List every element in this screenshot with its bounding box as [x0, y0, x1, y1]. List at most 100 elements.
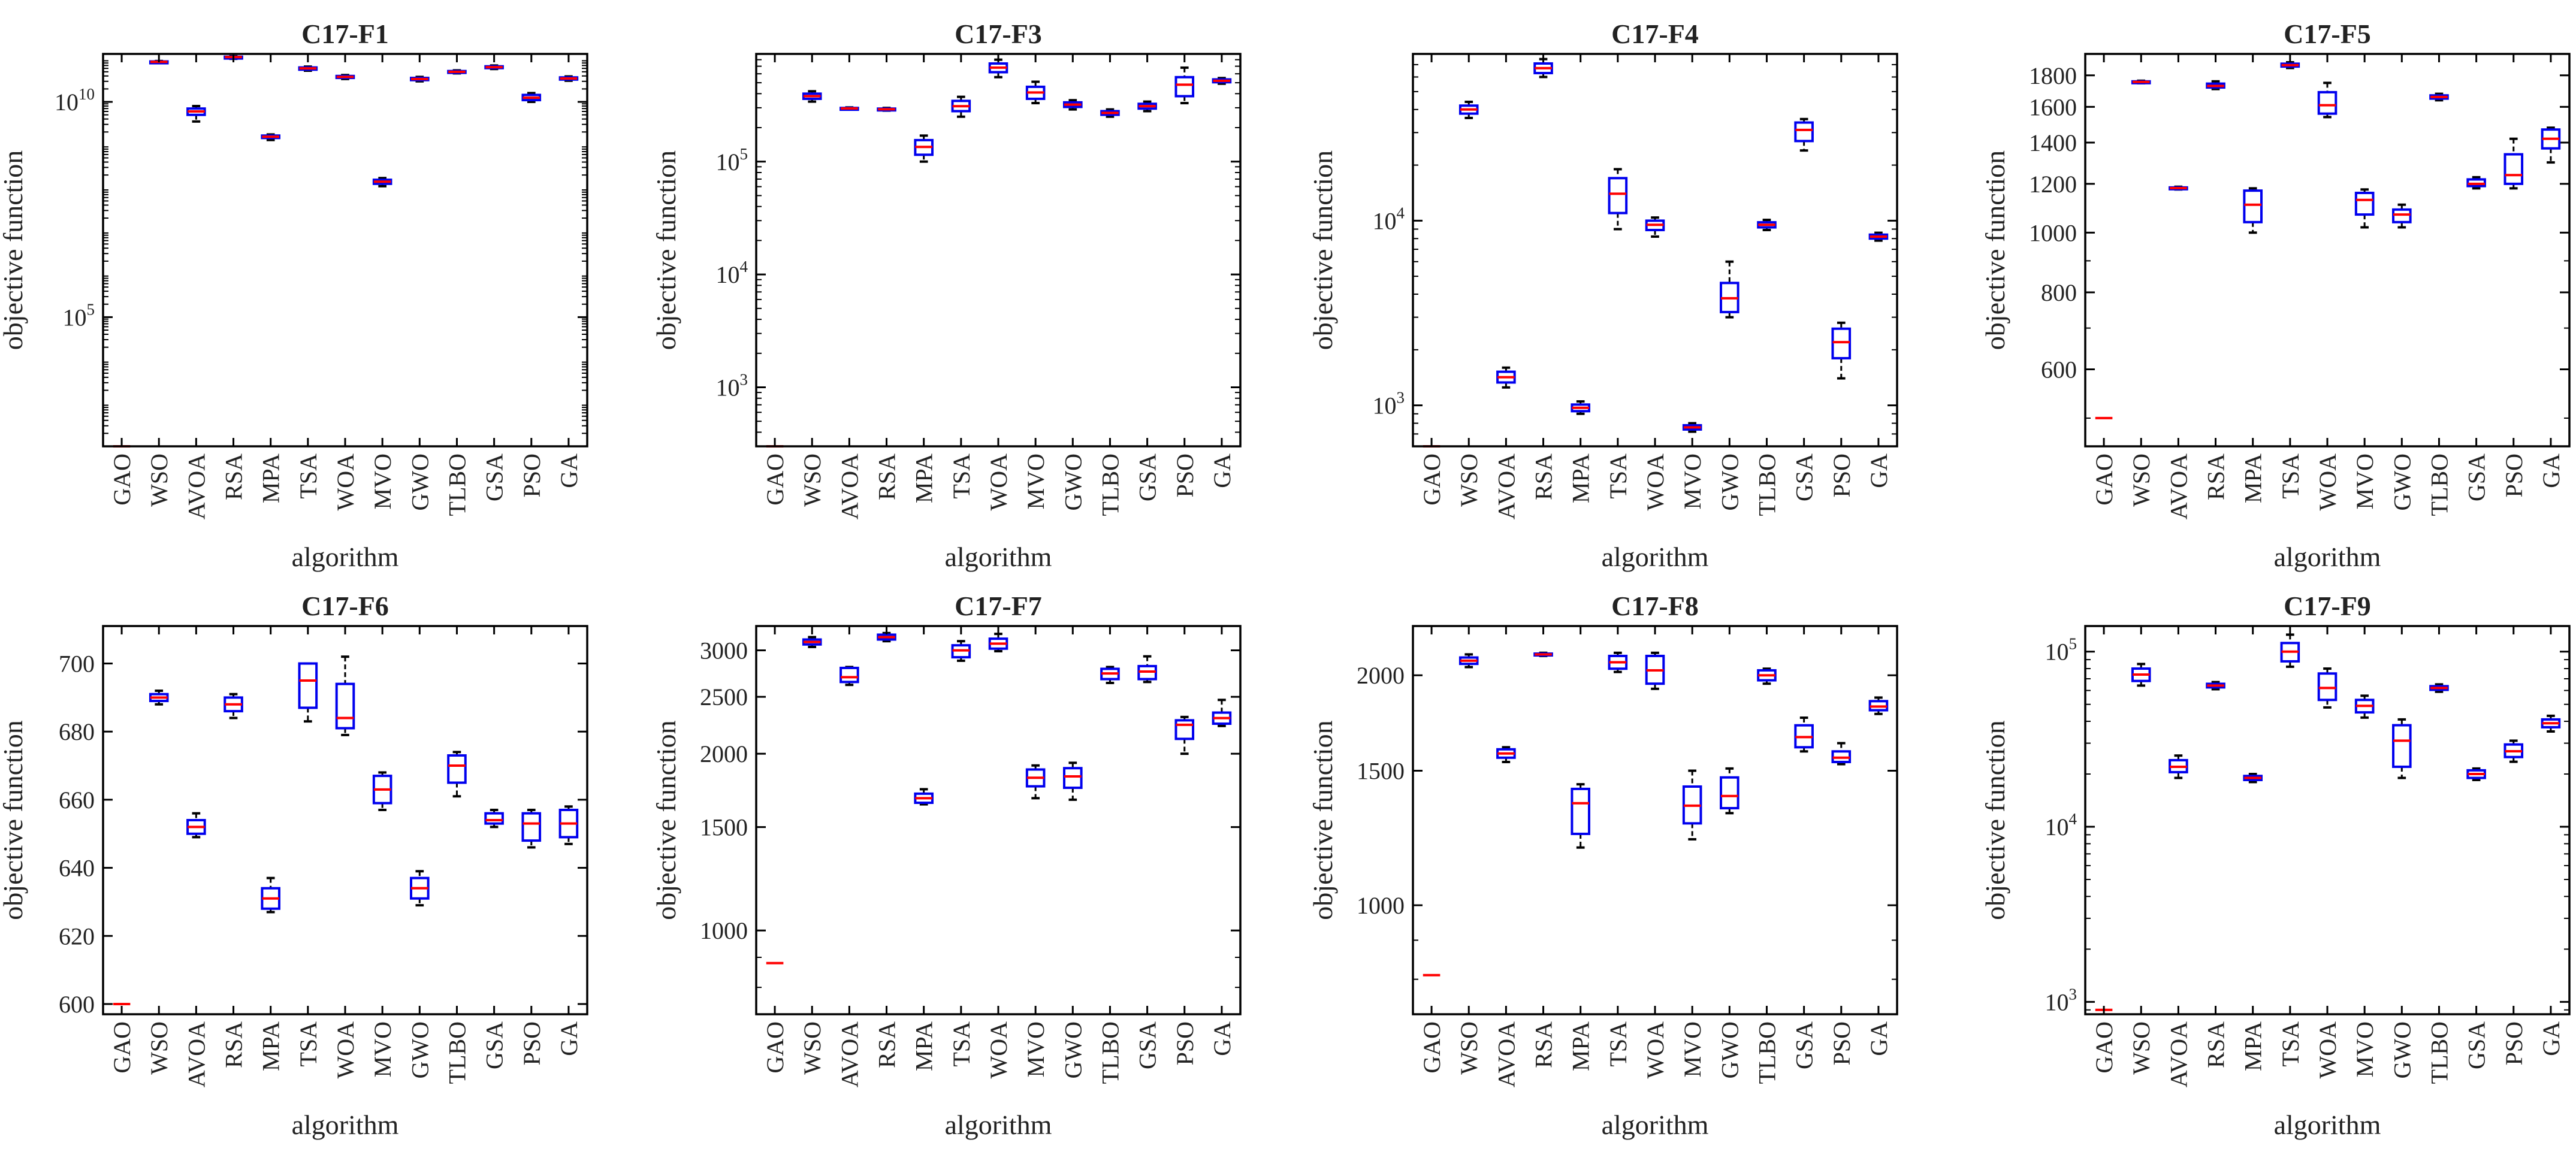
x-tick-label-avoa: AVOA	[836, 1021, 863, 1088]
box-ga	[2541, 714, 2561, 733]
x-tick-label-gsa: GSA	[1134, 1021, 1161, 1069]
x-tick-label-gao: GAO	[2091, 1021, 2118, 1074]
x-tick-label-ga: GA	[1209, 454, 1236, 488]
box-gsa	[1794, 716, 1814, 753]
x-tick-label-gao: GAO	[2091, 454, 2118, 506]
box-mvo	[1025, 80, 1046, 105]
box-avoa	[2169, 754, 2188, 779]
x-tick-label-wso: WSO	[799, 1021, 826, 1075]
x-tick-label-gao: GAO	[108, 454, 135, 506]
y-tick-label: 1500	[700, 814, 748, 841]
x-tick-label-gwo: GWO	[406, 1021, 433, 1079]
box-avoa	[839, 666, 859, 687]
x-tick-label-pso: PSO	[1171, 454, 1198, 497]
x-tick-label-rsa: RSA	[1530, 454, 1557, 500]
iqr-box	[1174, 75, 1195, 98]
y-tick-label: 600	[59, 991, 95, 1018]
x-tick-label-rsa: RSA	[1530, 1021, 1557, 1068]
x-tick-label-avoa: AVOA	[1493, 454, 1520, 520]
box-pso	[1174, 715, 1195, 755]
x-tick-label-mvo: MVO	[2351, 454, 2378, 509]
x-tick-label-wso: WSO	[146, 1021, 173, 1075]
box-mvo	[1682, 422, 1702, 433]
x-tick-label-tsa: TSA	[295, 454, 322, 499]
box-gsa	[484, 64, 504, 71]
y-tick-label: 104	[716, 258, 748, 288]
x-tick-label-ga: GA	[1865, 1021, 1892, 1056]
chart-title: C17-F4	[1611, 19, 1699, 49]
x-tick-label-tlbo: TLBO	[1097, 1021, 1124, 1084]
x-tick-label-rsa: RSA	[221, 454, 247, 500]
x-tick-label-ga: GA	[2538, 454, 2565, 488]
x-tick-label-mpa: MPA	[911, 1021, 938, 1071]
y-tick-label: 680	[59, 718, 95, 745]
box-woa	[988, 633, 1008, 652]
box-ga	[558, 805, 579, 845]
x-tick-label-tlbo: TLBO	[1753, 1021, 1780, 1084]
x-tick-label-pso: PSO	[2500, 1021, 2527, 1065]
box-gwo	[410, 75, 430, 83]
x-tick-label-tsa: TSA	[948, 1021, 975, 1067]
x-tick-label-avoa: AVOA	[1493, 1021, 1520, 1088]
x-axis-label: algorithm	[945, 542, 1052, 572]
x-tick-label-mpa: MPA	[911, 454, 938, 503]
box-gwo	[1063, 761, 1083, 801]
x-tick-label-gsa: GSA	[481, 454, 508, 501]
x-axis-label: algorithm	[945, 1109, 1052, 1140]
box-gwo	[2392, 203, 2412, 229]
x-axis-label: algorithm	[1602, 542, 1709, 572]
x-tick-label-gwo: GWO	[1716, 1021, 1743, 1079]
iqr-box	[298, 662, 318, 709]
box-gsa	[2466, 767, 2486, 781]
box-avoa	[1496, 746, 1516, 763]
x-tick-label-tsa: TSA	[295, 1021, 322, 1067]
x-tick-label-gsa: GSA	[2463, 454, 2490, 501]
x-tick-label-rsa: RSA	[2203, 454, 2230, 500]
x-tick-label-mvo: MVO	[369, 1021, 396, 1077]
box-ga	[1868, 231, 1889, 242]
iqr-box	[2317, 672, 2338, 702]
x-tick-label-mvo: MVO	[369, 454, 396, 509]
y-axis-label: objective function	[0, 720, 28, 920]
box-rsa	[877, 107, 896, 112]
box-pso	[521, 92, 542, 104]
y-tick-label: 1500	[1357, 758, 1405, 785]
chart-title: C17-F6	[301, 591, 389, 621]
x-tick-label-rsa: RSA	[874, 1021, 901, 1068]
box-woa	[335, 74, 355, 80]
y-axis-label: objective function	[1980, 720, 2010, 920]
box-gsa	[1137, 100, 1157, 113]
x-axis-label: algorithm	[1602, 1109, 1709, 1140]
box-woa	[2317, 81, 2338, 119]
x-tick-label-rsa: RSA	[874, 454, 901, 500]
box-ga	[1868, 696, 1889, 715]
x-tick-label-mvo: MVO	[2351, 1021, 2378, 1077]
box-mpa	[261, 133, 280, 141]
box-wso	[2131, 79, 2151, 84]
box-mvo	[2354, 188, 2375, 229]
x-tick-label-wso: WSO	[1455, 454, 1482, 507]
x-tick-label-ga: GA	[1209, 1021, 1236, 1056]
iqr-box	[839, 666, 859, 684]
plot-frame	[2084, 625, 2571, 1015]
x-axis-label: algorithm	[292, 1109, 399, 1140]
box-tlbo	[1100, 666, 1120, 684]
box-gwo	[1720, 767, 1740, 815]
box-woa	[1645, 216, 1665, 238]
y-axis-label: objective function	[651, 720, 681, 920]
box-mpa	[1571, 400, 1590, 415]
y-tick-label: 105	[716, 145, 748, 176]
y-tick-label: 2000	[700, 740, 748, 767]
y-tick-label: 1000	[1357, 892, 1405, 919]
iqr-box	[2243, 189, 2263, 223]
x-tick-label-wso: WSO	[2128, 454, 2155, 507]
box-mpa	[261, 876, 280, 914]
y-tick-label: 103	[2045, 985, 2077, 1015]
iqr-box	[1794, 121, 1814, 143]
box-gwo	[2392, 718, 2412, 779]
plot-frame	[755, 53, 1242, 448]
box-ga	[558, 75, 579, 82]
box-tsa	[2280, 633, 2300, 668]
box-wso	[149, 690, 169, 706]
box-woa	[2317, 667, 2338, 709]
